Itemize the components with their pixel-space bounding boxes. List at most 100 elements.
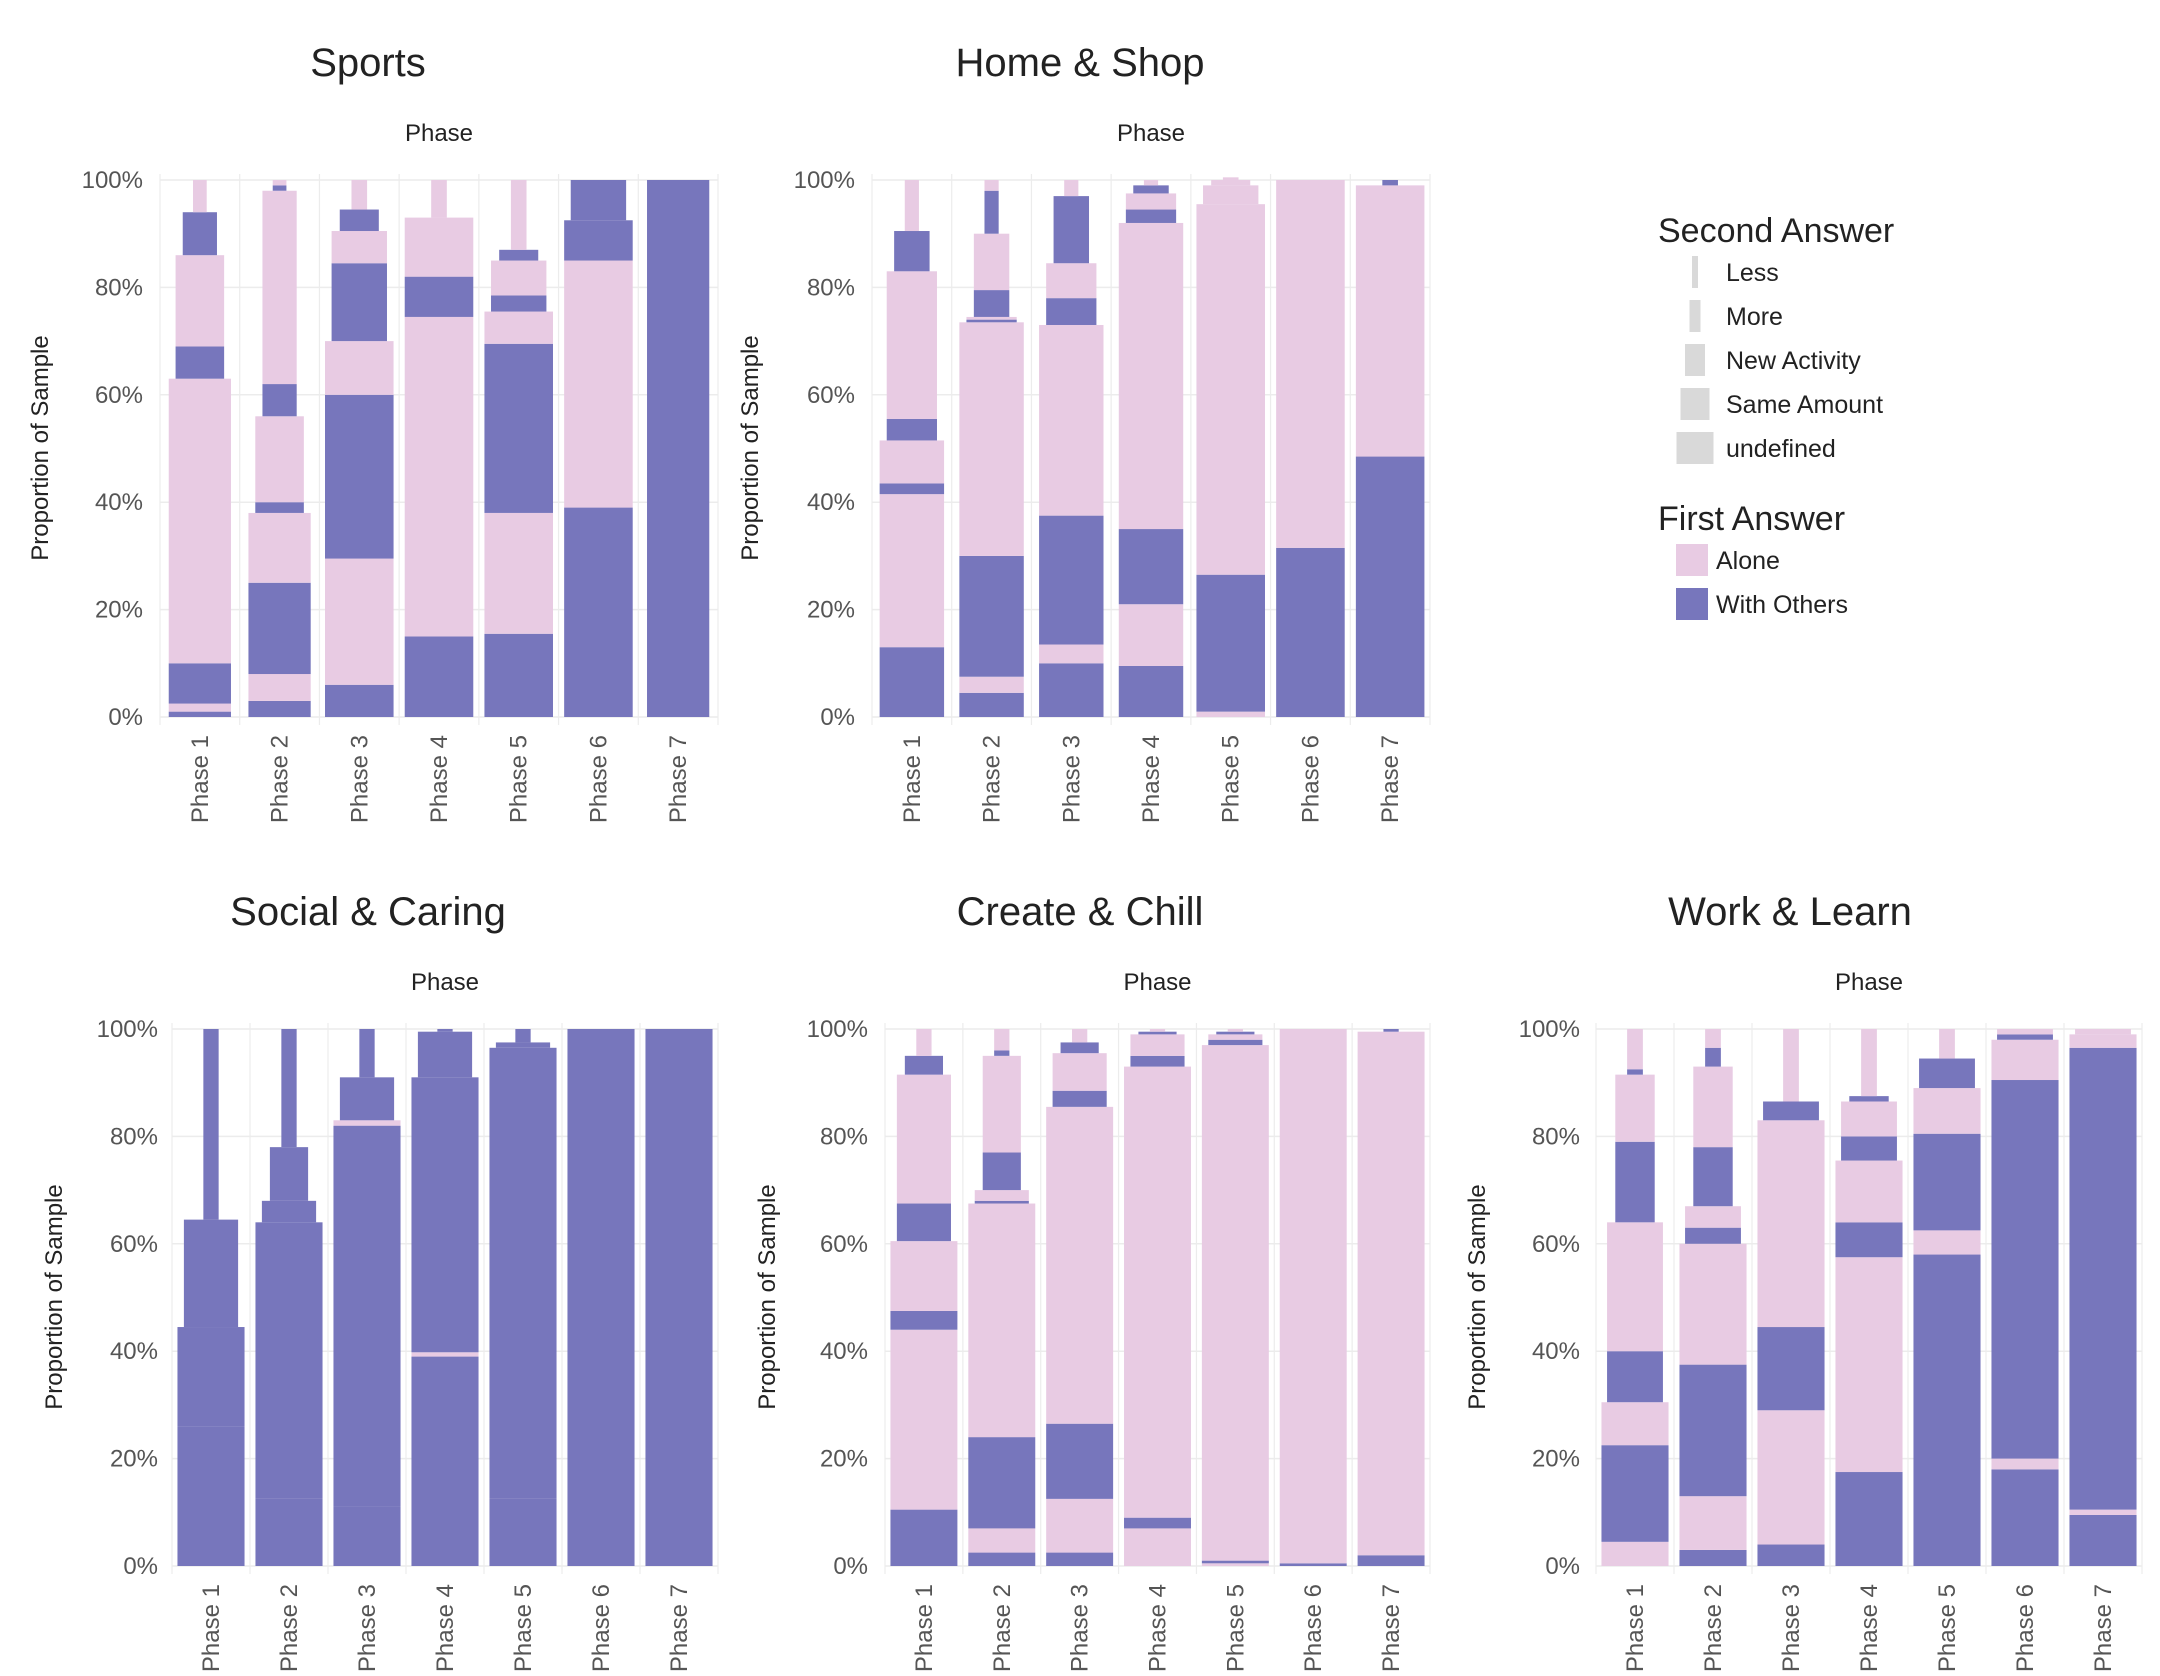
bar-segment-alone-undefined (1196, 711, 1265, 717)
bar-segment-with-others-same-amount (255, 1222, 323, 1499)
bar-segment-alone-undefined (404, 316, 474, 637)
panel-title: Social & Caring (230, 890, 506, 934)
bar-segment-with-others-same-amount (1046, 1423, 1114, 1499)
y-tick-label: 40% (820, 1338, 868, 1365)
bar-segment-alone-more (1211, 180, 1251, 186)
bar-segment-alone-less (193, 180, 207, 213)
legend-label-more: More (1726, 303, 1783, 331)
bar-segment-with-others-more (1615, 1141, 1655, 1223)
bar-segment-alone-new-activity (886, 271, 937, 419)
bar-segment-alone-same-amount (1757, 1120, 1825, 1328)
x-tick-label: Phase 7 (1377, 735, 1404, 823)
bar-segment-alone-undefined (959, 676, 1024, 693)
bar-segment-alone-less (916, 1029, 932, 1056)
bar-segment-with-others-less (1627, 1069, 1643, 1075)
bar-segment-alone-same-amount (890, 1241, 958, 1311)
legend-key-with-others (1676, 588, 1708, 620)
bar-segment-with-others-same-amount (1757, 1327, 1825, 1411)
x-tick-label: Phase 2 (276, 1584, 303, 1672)
bar-segment-alone-less (1705, 1029, 1721, 1048)
bar-segment-with-others-same-amount (1991, 1080, 2059, 1459)
bar-segment-with-others-less (203, 1029, 219, 1220)
y-axis-title: Proportion of Sample (41, 1184, 68, 1409)
bar-segment-alone-less (984, 180, 999, 191)
y-tick-label: 0% (833, 1553, 868, 1580)
bar-segment-alone-new-activity (1125, 193, 1177, 210)
bar-segment-alone-same-amount (1196, 204, 1265, 575)
bar-segment-with-others-new-activity (1607, 1351, 1663, 1403)
bar-segment-with-others-new-activity (1125, 209, 1177, 223)
x-tick-label: Phase 7 (2090, 1584, 2117, 1672)
bar-segment-alone-new-activity (974, 1190, 1029, 1201)
bar-segment-alone-undefined (484, 512, 553, 634)
bar-segment-alone-more (982, 1055, 1021, 1153)
bar-segment-alone-undefined (1118, 604, 1184, 666)
bar-segment-with-others-new-activity (1919, 1058, 1975, 1089)
bar-segment-with-others-new-activity (966, 319, 1017, 323)
y-tick-label: 20% (95, 597, 143, 624)
panel-sports: Sports Phase Proportion of Sample 0% 20% 40% 6… (27, 41, 719, 823)
legend-label-less: Less (1726, 259, 1779, 287)
bar-segment-alone-undefined (411, 1352, 479, 1357)
bar-segment-with-others-more (339, 209, 379, 232)
bar-segment-with-others-more (973, 290, 1010, 317)
bar-segment-alone-same-amount (1279, 1029, 1347, 1564)
bar-segment-with-others-undefined (968, 1552, 1036, 1566)
bar-segment-alone-less (1064, 180, 1079, 197)
bar-segment-with-others-more (262, 384, 297, 417)
x-tick-label: Phase 3 (1067, 1584, 1094, 1672)
y-tick-label: 100% (1519, 1016, 1580, 1043)
bar-segment-with-others-same-amount (1835, 1222, 1903, 1258)
bar-segment-alone-same-amount (248, 512, 311, 583)
bar-segment-alone-same-amount (1118, 222, 1184, 530)
bar-segment-with-others-more (269, 1147, 309, 1201)
bar-segment-alone-same-amount (484, 311, 553, 344)
bar-segment-alone-same-amount (959, 322, 1024, 556)
y-tick-label: 100% (82, 167, 143, 194)
y-tick-label: 80% (95, 274, 143, 301)
bar-segment-with-others-new-activity (1208, 1039, 1263, 1046)
bar-segment-with-others-undefined (1118, 665, 1184, 717)
bar-segment-with-others-undefined (168, 711, 231, 717)
bar-segment-alone-same-amount (1679, 1243, 1747, 1365)
bar-segment-with-others-same-amount (411, 1077, 479, 1353)
bar-segment-with-others-more (499, 249, 539, 261)
bar-segment-alone-same-amount (2069, 1034, 2137, 1048)
bar-segment-with-others-same-amount (489, 1047, 557, 1499)
bar-segment-alone-new-activity (1130, 1034, 1185, 1056)
bar-segment-alone-same-amount (325, 341, 394, 395)
bar-segment-with-others-less (1382, 180, 1398, 186)
bar-segment-with-others-undefined (333, 1506, 401, 1566)
bar-segment-with-others-same-amount (1601, 1445, 1669, 1542)
legend-first-title: First Answer (1658, 500, 1845, 538)
bar-segment-with-others-more (1138, 1031, 1177, 1035)
bar-segment-alone-same-amount (1046, 1106, 1114, 1424)
y-tick-label: 80% (110, 1123, 158, 1150)
panel-title: Work & Learn (1668, 890, 1912, 934)
bar-segment-with-others-new-activity (331, 263, 387, 342)
x-tick-label: Phase 7 (665, 735, 692, 823)
bar-segment-with-others-same-amount (968, 1437, 1036, 1529)
bar-segment-alone-undefined (1679, 1496, 1747, 1550)
x-tick-label: Phase 5 (1218, 735, 1245, 823)
bar-segment-alone-undefined (2069, 1509, 2137, 1515)
bar-segment-with-others-more (894, 231, 930, 272)
bar-segment-alone-more (262, 190, 297, 385)
bar-segment-with-others-new-activity (495, 1042, 551, 1048)
facet-strip-label: Phase (1123, 969, 1191, 996)
bar-segment-alone-undefined (1757, 1410, 1825, 1545)
bar-segment-alone-less (1783, 1029, 1799, 1102)
bar-segment-alone-more (973, 233, 1010, 291)
x-tick-label: Phase 6 (585, 735, 612, 823)
bar-segment-alone-more (1693, 1066, 1733, 1148)
bar-segment-alone-undefined (968, 1528, 1036, 1553)
bar-segment-with-others-undefined (255, 1498, 323, 1566)
bar-segment-with-others-same-amount (647, 180, 710, 449)
bar-segment-with-others-undefined (1357, 1555, 1425, 1566)
bar-segment-with-others-same-amount (325, 394, 394, 559)
bar-segment-with-others-undefined (2069, 1514, 2137, 1566)
bar-segment-with-others-same-amount (959, 555, 1024, 677)
panel-title: Home & Shop (955, 41, 1204, 85)
bar-segment-alone-undefined (1835, 1257, 1903, 1473)
bar-segment-alone-same-amount (879, 440, 945, 484)
